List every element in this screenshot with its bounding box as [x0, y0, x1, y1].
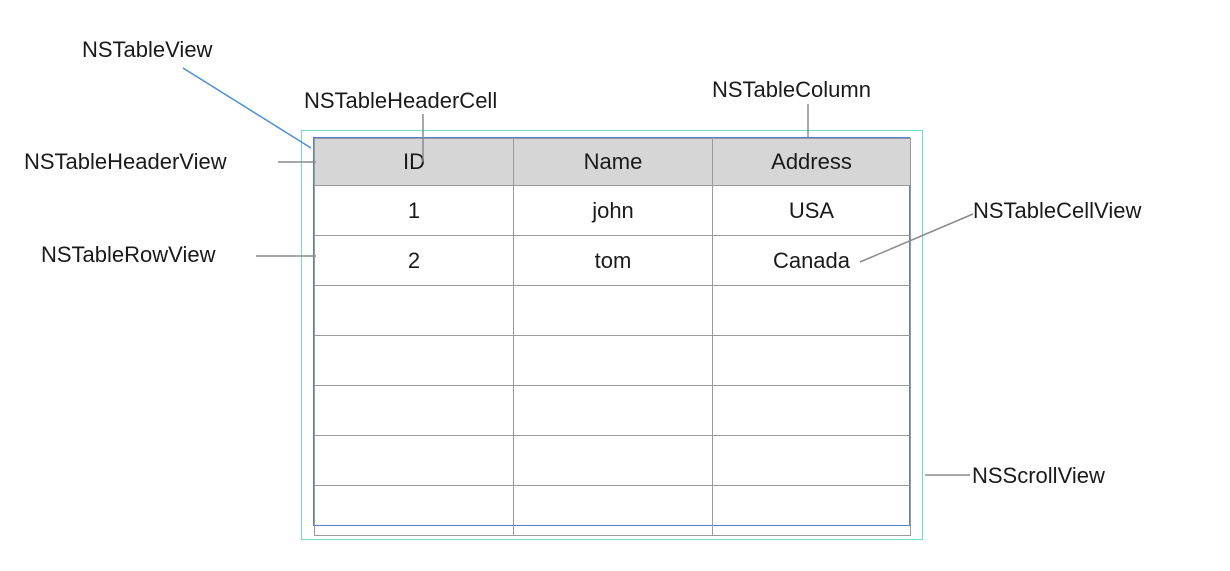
- cell-id: [314, 485, 514, 536]
- table-view-pointer-line: [182, 67, 312, 149]
- sample-table: ID Name Address 1 john USA 2 tom Canada: [314, 138, 911, 536]
- header-cell-name: Name: [513, 138, 713, 186]
- cell-address: [712, 285, 911, 336]
- table-column-label: NSTableColumn: [712, 77, 871, 102]
- header-cell-address: Address: [712, 138, 911, 186]
- table-cell-view-label: NSTableCellView: [973, 198, 1142, 223]
- cell-view-pointer-line: [859, 213, 974, 263]
- cell-id: 1: [314, 185, 514, 236]
- cell-address: [712, 385, 911, 436]
- table-header-row: ID Name Address: [314, 138, 911, 186]
- header-cell-id: ID: [314, 138, 514, 186]
- cell-name: [513, 435, 713, 486]
- table-row: [314, 485, 911, 536]
- cell-address: [712, 435, 911, 486]
- table-header-view-label: NSTableHeaderView: [24, 149, 227, 174]
- table-row: 1 john USA: [314, 185, 911, 236]
- table-row: [314, 385, 911, 436]
- table-view-label: NSTableView: [82, 37, 213, 62]
- scroll-view-frame: [301, 130, 923, 540]
- cell-name: [513, 285, 713, 336]
- table-header-cell-label: NSTableHeaderCell: [304, 88, 498, 113]
- table-row: [314, 435, 911, 486]
- cell-address: Canada: [712, 235, 911, 286]
- cell-name: [513, 385, 713, 436]
- table-row-view-label: NSTableRowView: [41, 242, 216, 267]
- table-row: 2 tom Canada: [314, 235, 911, 286]
- cell-address: [712, 485, 911, 536]
- scroll-view-label: NSScrollView: [972, 463, 1105, 488]
- cell-name: [513, 485, 713, 536]
- table-row: [314, 335, 911, 386]
- cell-address: USA: [712, 185, 911, 236]
